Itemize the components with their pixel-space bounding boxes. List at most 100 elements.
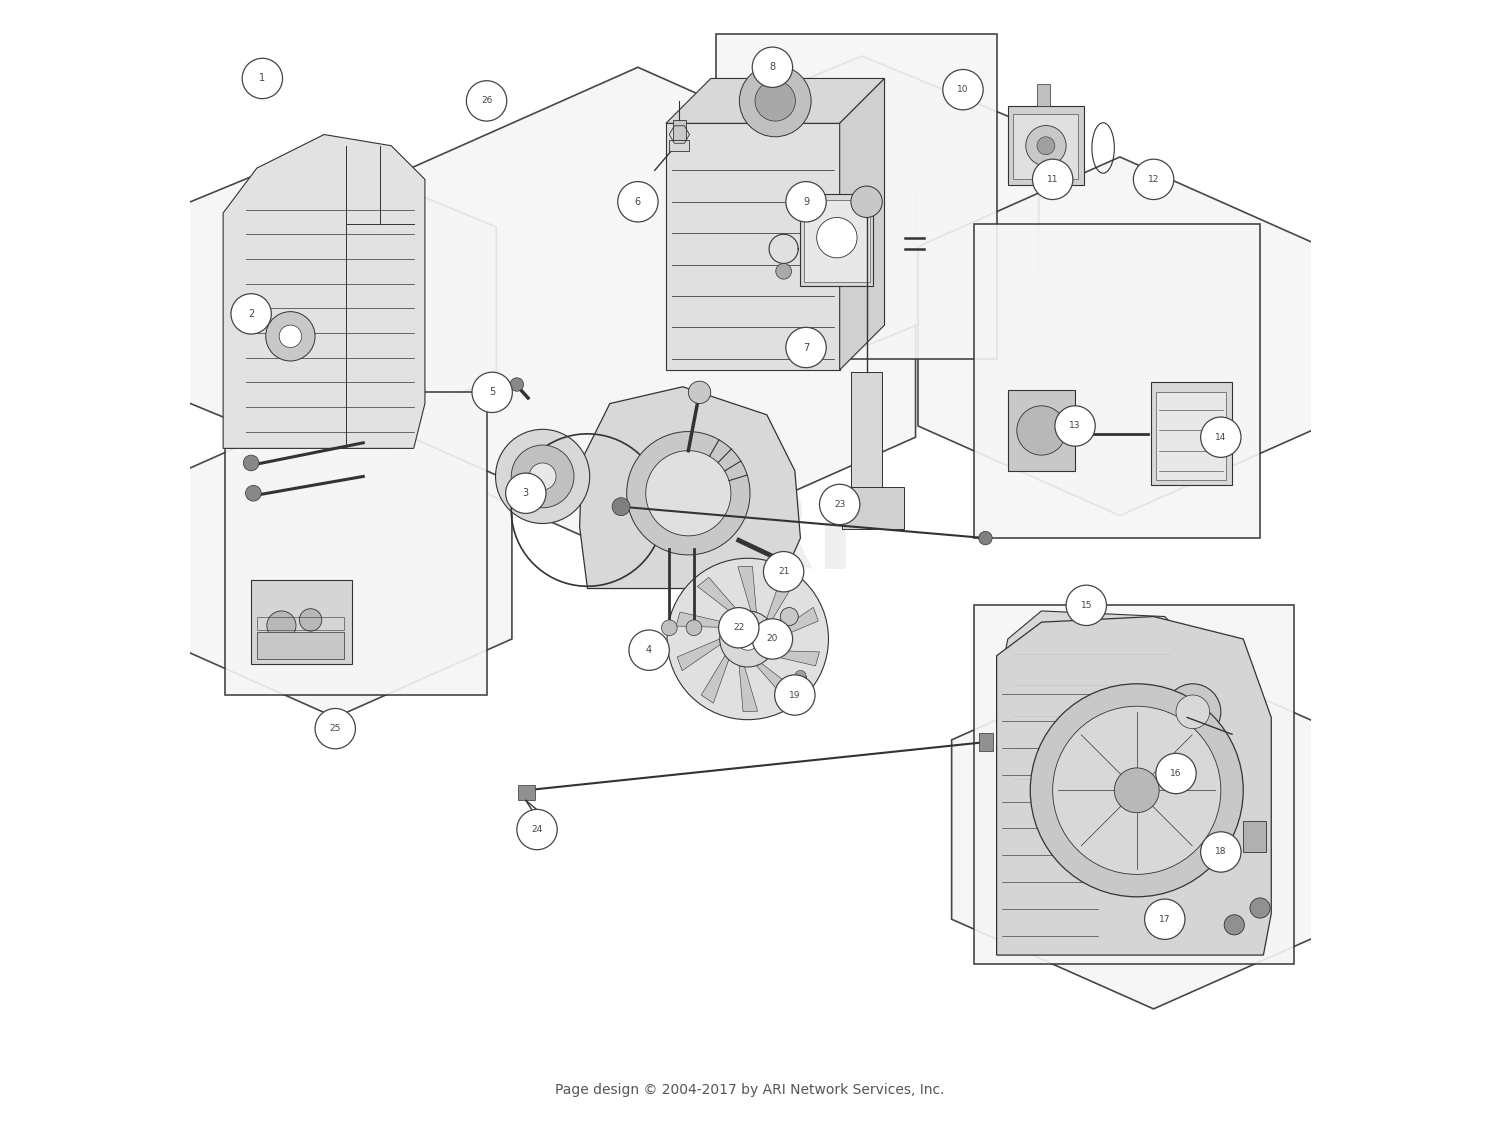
Bar — [1152, 382, 1232, 485]
Bar — [1008, 106, 1084, 185]
Polygon shape — [224, 135, 424, 448]
Text: 11: 11 — [1047, 175, 1059, 184]
Circle shape — [752, 619, 792, 659]
Circle shape — [1176, 695, 1209, 729]
Circle shape — [1144, 899, 1185, 939]
Circle shape — [267, 611, 296, 640]
Circle shape — [530, 463, 556, 490]
Circle shape — [472, 372, 513, 413]
Text: 4: 4 — [646, 646, 652, 655]
Circle shape — [1032, 159, 1072, 200]
Circle shape — [786, 182, 826, 222]
Bar — [225, 392, 486, 695]
Circle shape — [612, 498, 630, 516]
Polygon shape — [360, 67, 915, 560]
Polygon shape — [129, 151, 497, 454]
Circle shape — [816, 217, 856, 258]
Circle shape — [688, 381, 711, 404]
Circle shape — [466, 81, 507, 121]
Circle shape — [1030, 684, 1243, 897]
Text: 8: 8 — [770, 63, 776, 72]
Polygon shape — [676, 639, 720, 670]
Polygon shape — [918, 157, 1322, 516]
Text: 19: 19 — [789, 691, 801, 700]
Text: 12: 12 — [1148, 175, 1160, 184]
Circle shape — [243, 455, 260, 471]
Circle shape — [759, 623, 786, 650]
Bar — [256, 617, 344, 630]
Circle shape — [1200, 832, 1240, 872]
Polygon shape — [700, 656, 729, 703]
Polygon shape — [676, 612, 724, 628]
Circle shape — [718, 608, 759, 648]
Circle shape — [618, 182, 658, 222]
Polygon shape — [766, 575, 795, 622]
Polygon shape — [996, 611, 1182, 802]
Bar — [850, 372, 882, 495]
Circle shape — [518, 809, 556, 850]
Polygon shape — [740, 666, 758, 712]
Bar — [1156, 392, 1227, 480]
Circle shape — [266, 312, 315, 361]
Text: 17: 17 — [1160, 915, 1170, 924]
Circle shape — [246, 485, 261, 501]
Text: 7: 7 — [802, 343, 808, 352]
Bar — [518, 785, 536, 800]
Circle shape — [740, 65, 812, 137]
Circle shape — [754, 81, 795, 121]
Bar — [669, 140, 690, 151]
Text: 2: 2 — [248, 309, 255, 318]
Polygon shape — [159, 404, 512, 717]
Bar — [804, 200, 870, 282]
Bar — [1244, 821, 1266, 852]
Circle shape — [506, 473, 546, 513]
Bar — [256, 632, 344, 659]
Circle shape — [662, 620, 676, 636]
Text: 18: 18 — [1215, 847, 1227, 856]
Text: 22: 22 — [734, 623, 744, 632]
Bar — [666, 123, 840, 370]
Circle shape — [978, 531, 992, 545]
Bar — [717, 34, 996, 359]
Circle shape — [628, 630, 669, 670]
Polygon shape — [698, 577, 740, 614]
Circle shape — [242, 58, 282, 99]
Polygon shape — [579, 387, 801, 589]
Bar — [1014, 114, 1078, 179]
Polygon shape — [771, 650, 819, 666]
Circle shape — [795, 670, 806, 682]
Text: 15: 15 — [1080, 601, 1092, 610]
Circle shape — [776, 263, 792, 279]
Bar — [978, 733, 993, 751]
Text: 26: 26 — [482, 96, 492, 105]
Bar — [974, 605, 1293, 964]
Circle shape — [1156, 753, 1196, 794]
Polygon shape — [756, 664, 798, 701]
Circle shape — [752, 47, 792, 87]
Polygon shape — [951, 650, 1356, 1009]
Circle shape — [1166, 684, 1221, 740]
Circle shape — [1224, 915, 1245, 935]
Bar — [672, 120, 686, 140]
Polygon shape — [996, 617, 1272, 955]
Circle shape — [764, 552, 804, 592]
Circle shape — [1250, 898, 1270, 918]
Circle shape — [944, 70, 982, 110]
Text: 16: 16 — [1170, 769, 1182, 778]
Circle shape — [1114, 768, 1160, 813]
Circle shape — [315, 708, 356, 749]
Polygon shape — [776, 608, 819, 639]
Circle shape — [786, 327, 826, 368]
Text: 5: 5 — [489, 388, 495, 397]
Circle shape — [231, 294, 272, 334]
Bar — [801, 194, 873, 286]
Text: 24: 24 — [531, 825, 543, 834]
Circle shape — [780, 608, 798, 626]
Circle shape — [645, 451, 730, 536]
Circle shape — [1066, 585, 1107, 626]
Circle shape — [1017, 406, 1066, 455]
Circle shape — [720, 611, 776, 667]
Text: 25: 25 — [330, 724, 340, 733]
Bar — [795, 676, 806, 701]
Circle shape — [512, 445, 574, 508]
